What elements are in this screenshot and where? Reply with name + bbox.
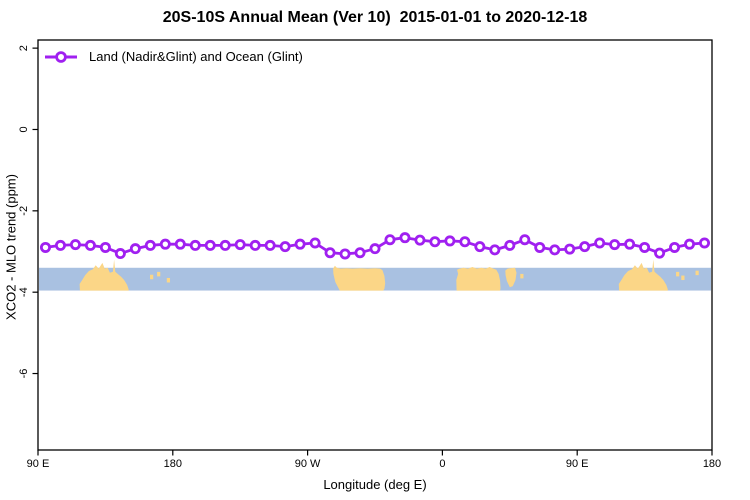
- legend-line-marker-icon: [45, 50, 77, 63]
- y-tick-label: -4: [18, 287, 30, 297]
- data-point-marker: [354, 247, 366, 259]
- data-point-marker: [594, 237, 606, 249]
- island-dot: [676, 271, 680, 277]
- data-point-marker: [384, 234, 396, 246]
- data-point-marker: [699, 237, 711, 249]
- data-point-marker: [639, 241, 651, 253]
- y-tick-label: -2: [18, 206, 30, 216]
- island-dot: [520, 273, 524, 279]
- legend-label: Land (Nadir&Glint) and Ocean (Glint): [89, 49, 303, 64]
- data-point-marker: [144, 239, 156, 251]
- x-tick-label: 90 E: [566, 458, 589, 470]
- island-dot: [681, 275, 685, 281]
- data-point-marker: [609, 239, 621, 251]
- x-tick-label: 0: [439, 458, 445, 470]
- data-point-marker: [219, 239, 231, 251]
- y-tick-label: 0: [18, 126, 30, 132]
- data-point-marker: [579, 241, 591, 253]
- data-point-marker: [414, 234, 426, 246]
- data-point-marker: [444, 235, 456, 247]
- data-point-marker: [174, 238, 186, 250]
- land-patch-madagascar: [505, 267, 517, 288]
- data-point-marker: [129, 243, 141, 255]
- data-point-marker: [309, 237, 321, 249]
- land-patch-africa: [456, 267, 501, 291]
- legend: Land (Nadir&Glint) and Ocean (Glint): [44, 49, 303, 64]
- x-tick-label: 90 W: [295, 458, 321, 470]
- data-point-marker: [114, 248, 126, 260]
- chart-title: 20S-10S Annual Mean (Ver 10) 2015-01-01 …: [162, 9, 588, 26]
- data-point-marker: [234, 239, 246, 251]
- land-patch-south-america: [333, 265, 386, 291]
- data-point-marker: [519, 234, 531, 246]
- data-point-marker: [159, 238, 171, 250]
- plot-border: [37, 39, 713, 451]
- data-point-marker: [39, 241, 51, 253]
- data-point-marker: [429, 236, 441, 248]
- data-point-marker: [684, 238, 696, 250]
- y-tick-label: 2: [18, 45, 30, 51]
- data-point-marker: [249, 239, 261, 251]
- data-point-marker: [54, 239, 66, 251]
- x-axis-title: Longitude (deg E): [323, 477, 427, 492]
- data-point-marker: [399, 232, 411, 244]
- data-point-marker: [654, 247, 666, 259]
- data-point-marker: [84, 239, 96, 251]
- data-point-marker: [534, 241, 546, 253]
- y-axis-title: XCO2 - MLO trend (ppm): [3, 174, 19, 320]
- island-dot: [157, 271, 161, 277]
- data-point-marker: [669, 241, 681, 253]
- data-point-marker: [99, 241, 111, 253]
- y-tick-label: -6: [18, 369, 30, 379]
- land-patch-australia-west-copy: [79, 259, 129, 291]
- island-dot: [150, 274, 154, 280]
- series-land-and-ocean: [39, 232, 711, 260]
- land-patch-australia-east-copy: [618, 259, 668, 291]
- axis-ticks: 90 E 180 90 W 0 90 E 180 2 0 -2 -4 -6: [18, 45, 721, 470]
- data-point-marker: [459, 236, 471, 248]
- data-point-marker: [189, 239, 201, 251]
- data-point-marker: [339, 248, 351, 260]
- data-point-marker: [69, 239, 81, 251]
- data-point-marker: [264, 239, 276, 251]
- map-strip: [39, 259, 711, 291]
- data-point-marker: [369, 243, 381, 255]
- island-dot: [695, 270, 699, 276]
- island-dot: [166, 277, 171, 283]
- data-point-marker: [489, 244, 501, 256]
- data-point-marker: [474, 241, 486, 253]
- data-point-marker: [324, 247, 336, 259]
- data-point-marker: [504, 239, 516, 251]
- data-point-marker: [564, 243, 576, 255]
- data-point-marker: [549, 244, 561, 256]
- x-tick-label: 180: [703, 458, 721, 470]
- data-point-marker: [624, 238, 636, 250]
- data-point-marker: [204, 239, 216, 251]
- x-tick-label: 180: [164, 458, 182, 470]
- data-point-marker: [279, 241, 291, 253]
- data-point-marker: [294, 238, 306, 250]
- x-tick-label: 90 E: [27, 458, 50, 470]
